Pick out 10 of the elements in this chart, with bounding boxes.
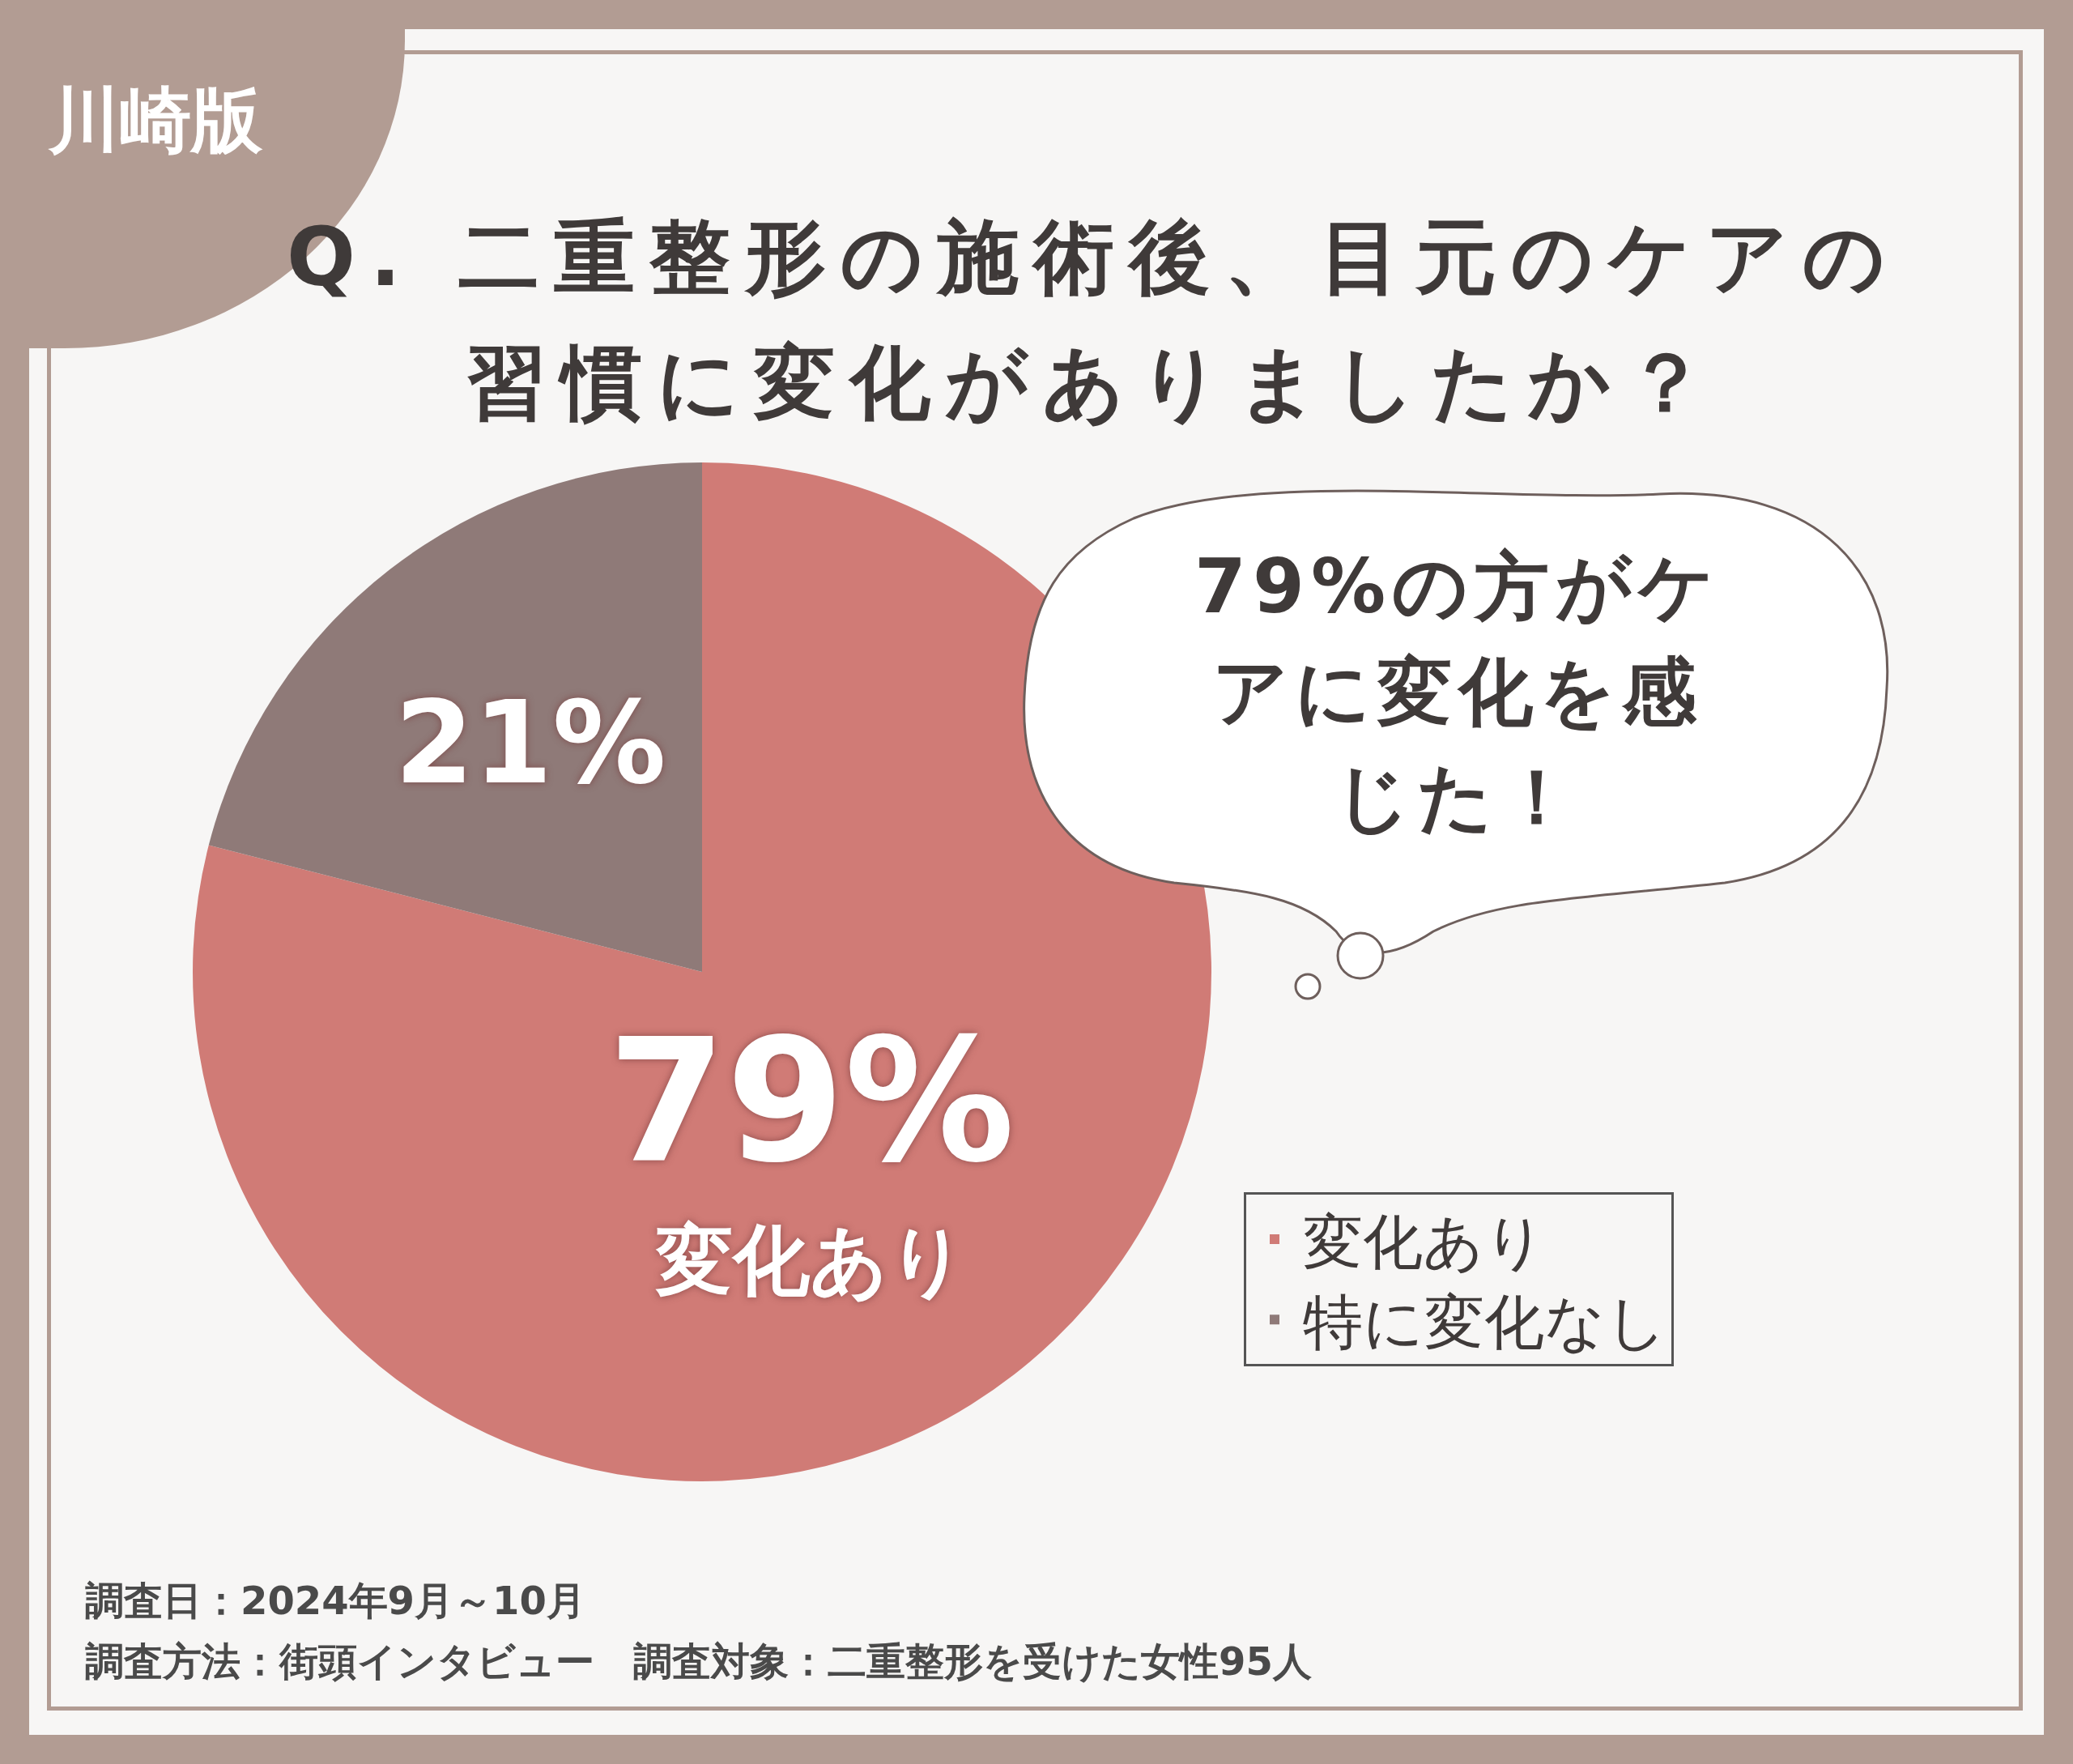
chart-title: Q. 二重整形の施術後、目元のケアの習慣に変化がありましたか？ bbox=[286, 209, 1901, 432]
data-label: 21% bbox=[394, 676, 667, 809]
text: 川崎版 bbox=[49, 78, 262, 164]
text: 調査方法：街頭インタビュー 調査対象：二重整形を受けた女性95人 bbox=[85, 1638, 1312, 1685]
text: 変化あり bbox=[654, 1214, 968, 1306]
data-label: 79% bbox=[607, 1002, 1016, 1201]
legend-label: 特に変化なし bbox=[1303, 1286, 1667, 1357]
text: 79%の方がケアに変化を感じた！ bbox=[1193, 543, 1722, 842]
text: 調査日：2024年9月～10月 bbox=[85, 1577, 585, 1625]
legend-label: 変化あり bbox=[1303, 1206, 1546, 1276]
